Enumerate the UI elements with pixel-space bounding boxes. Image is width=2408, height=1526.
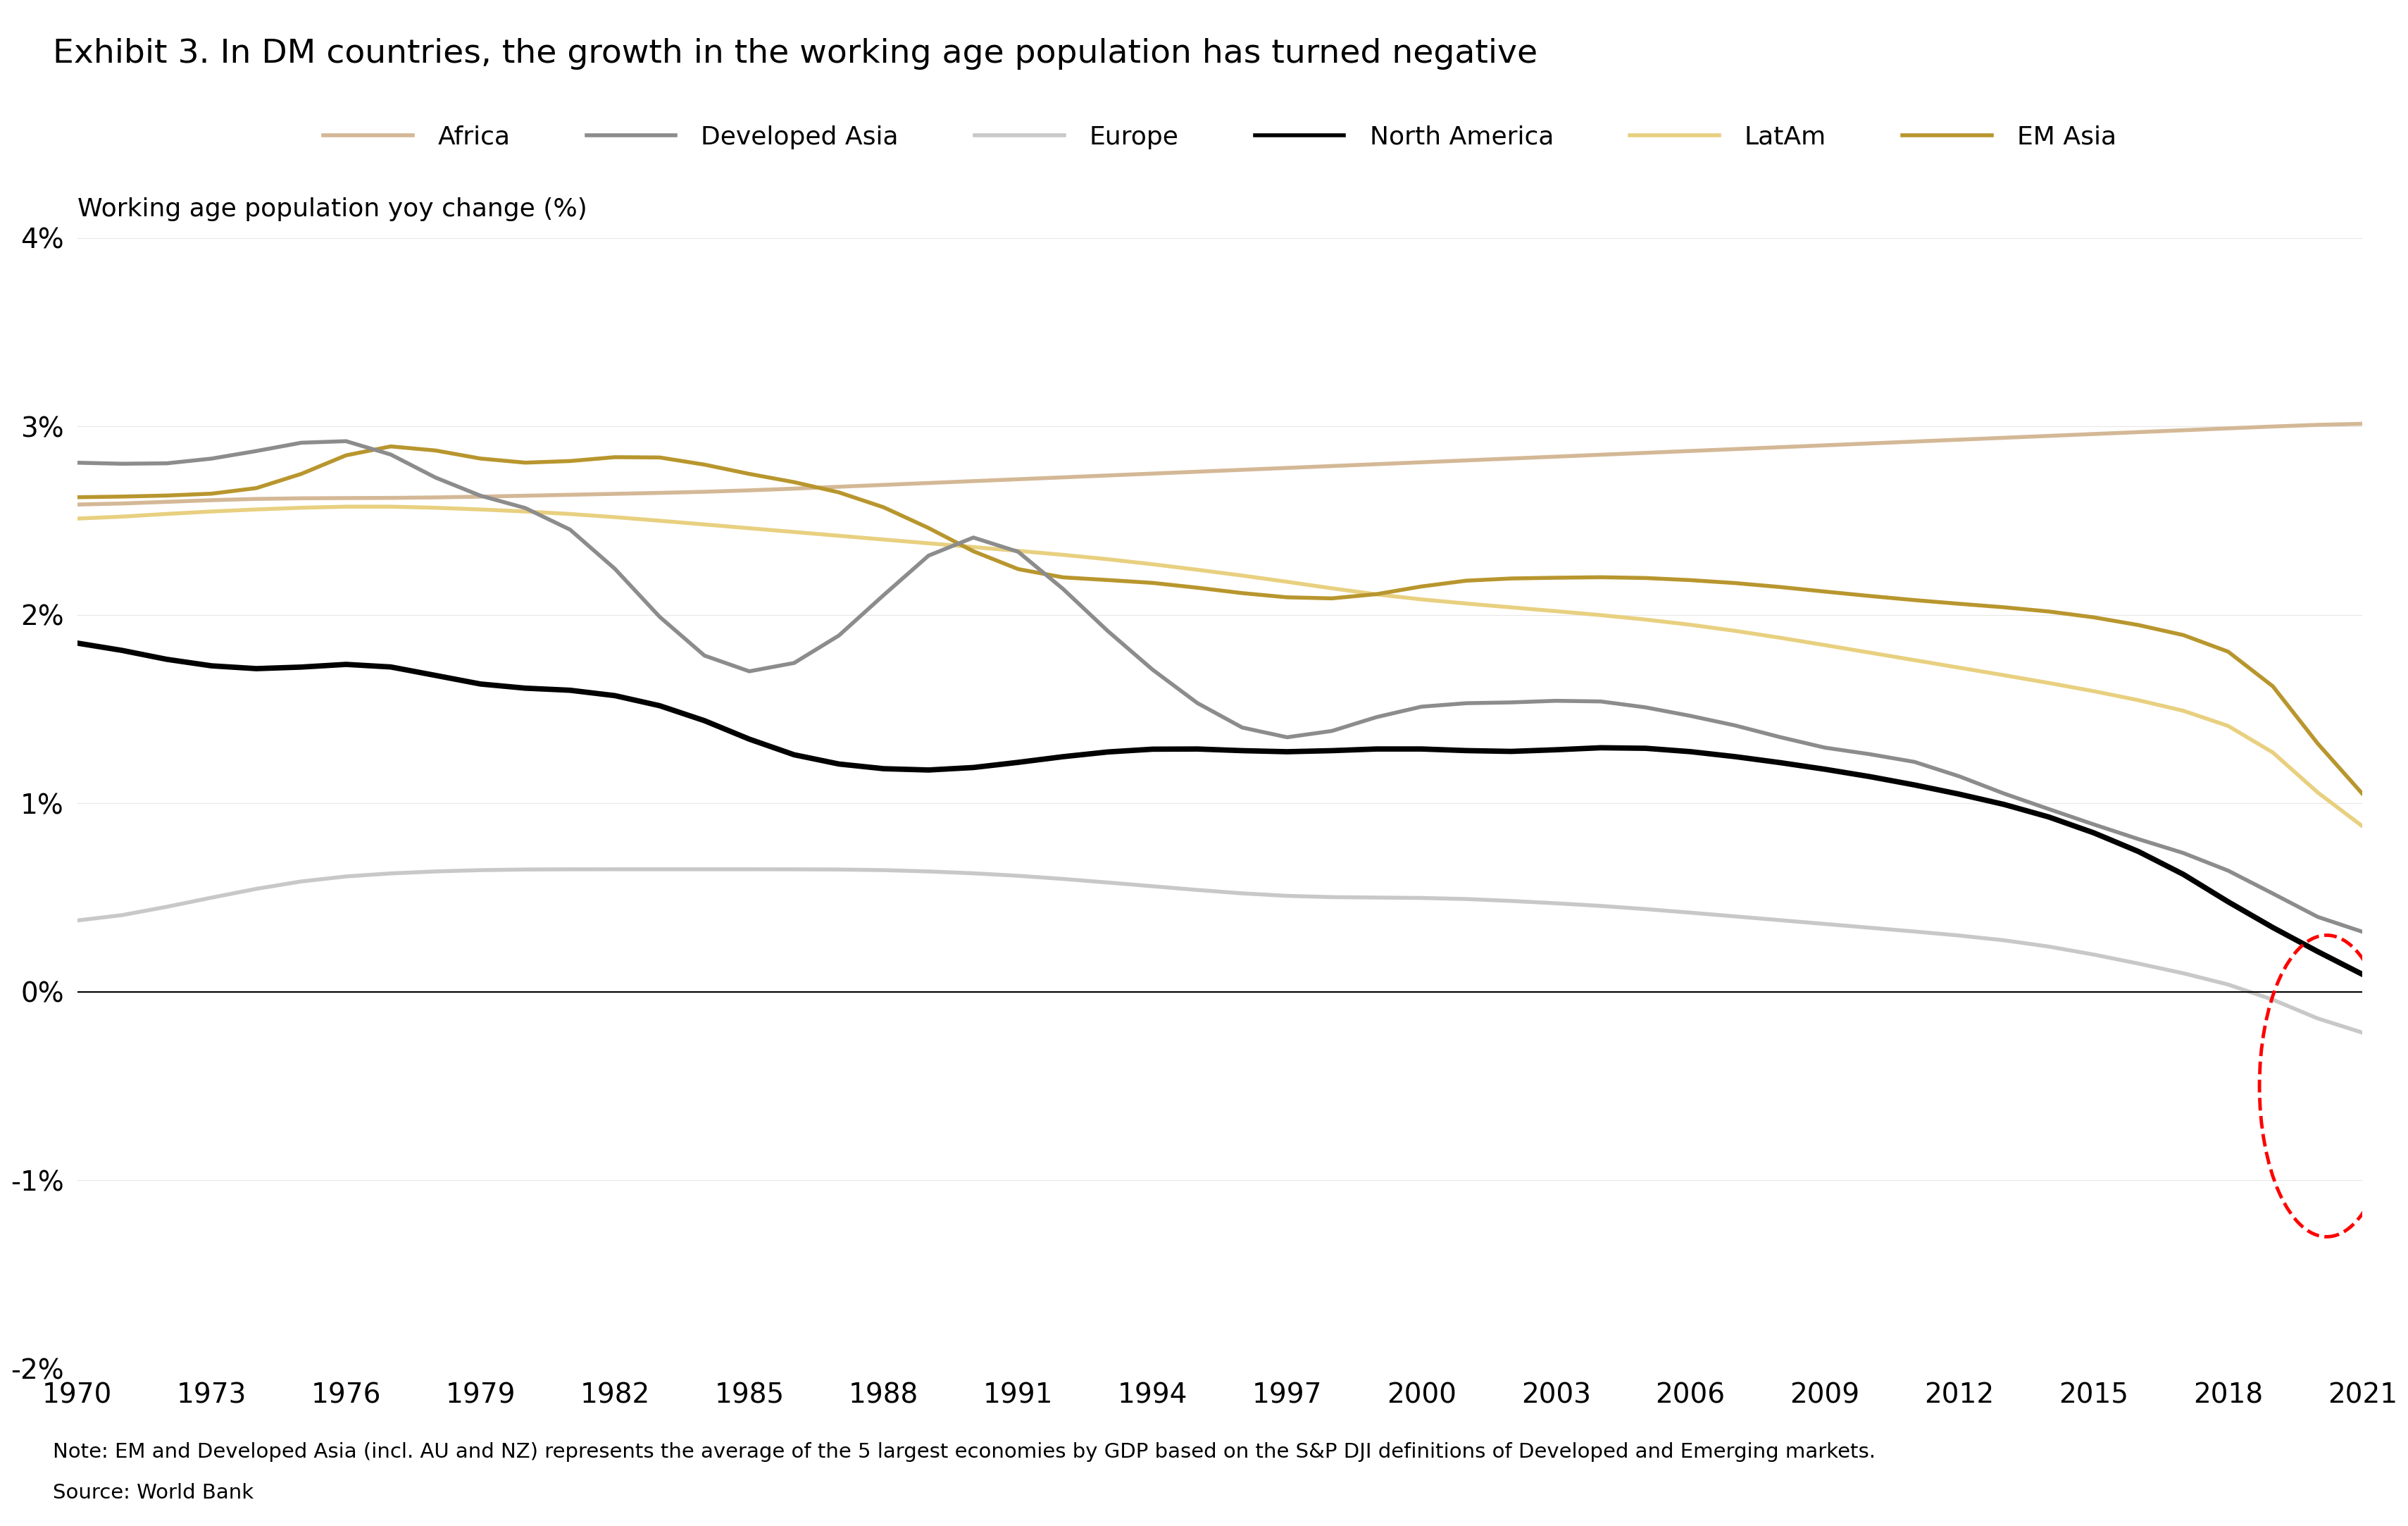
EM Asia <box>241 479 270 497</box>
North America <box>241 659 270 678</box>
Text: Exhibit 3. In DM countries, the growth in the working age population has turned : Exhibit 3. In DM countries, the growth i… <box>53 38 1539 70</box>
Developed Asia <box>1498 693 1527 711</box>
LatAm <box>1498 598 1527 617</box>
Europe <box>241 879 270 897</box>
EM Asia <box>1182 578 1211 597</box>
North America <box>869 760 898 778</box>
Line: Developed Asia: Developed Asia <box>77 441 2362 932</box>
EM Asia <box>915 519 944 537</box>
Africa <box>63 496 92 514</box>
Text: Source: World Bank: Source: World Bank <box>53 1483 253 1503</box>
Africa <box>1541 447 1570 465</box>
Developed Asia <box>1587 693 1616 711</box>
EM Asia <box>376 438 405 456</box>
EM Asia <box>2348 784 2377 803</box>
LatAm <box>1182 560 1211 578</box>
Europe <box>1587 897 1616 916</box>
Africa <box>2348 415 2377 433</box>
Developed Asia <box>332 432 361 450</box>
EM Asia <box>1587 568 1616 586</box>
Legend: Africa, Developed Asia, Europe, North America, LatAm, EM Asia: Africa, Developed Asia, Europe, North Am… <box>313 114 2126 159</box>
EM Asia <box>2213 642 2242 661</box>
EM Asia <box>63 488 92 507</box>
Text: Note: EM and Developed Asia (incl. AU and NZ) represents the average of the 5 la: Note: EM and Developed Asia (incl. AU an… <box>53 1442 1876 1462</box>
LatAm <box>2348 818 2377 836</box>
Developed Asia <box>241 443 270 461</box>
Line: EM Asia: EM Asia <box>77 447 2362 794</box>
Line: LatAm: LatAm <box>77 507 2362 827</box>
Africa <box>2170 421 2199 439</box>
Europe <box>1182 881 1211 899</box>
Developed Asia <box>1182 694 1211 713</box>
Line: Europe: Europe <box>77 870 2362 1033</box>
LatAm <box>1587 606 1616 624</box>
North America <box>1139 740 1168 758</box>
LatAm <box>241 501 270 519</box>
LatAm <box>63 510 92 528</box>
North America <box>63 633 92 652</box>
Europe <box>63 911 92 929</box>
Africa <box>241 490 270 508</box>
Europe <box>2213 975 2242 993</box>
Africa <box>1452 452 1481 470</box>
Text: Working age population yoy change (%): Working age population yoy change (%) <box>77 197 588 221</box>
North America <box>1541 740 1570 758</box>
Developed Asia <box>2348 923 2377 942</box>
Developed Asia <box>915 546 944 565</box>
Line: Africa: Africa <box>77 424 2362 505</box>
Africa <box>869 476 898 494</box>
North America <box>1452 742 1481 760</box>
Developed Asia <box>63 453 92 472</box>
Africa <box>1139 464 1168 482</box>
LatAm <box>332 497 361 516</box>
LatAm <box>915 534 944 552</box>
EM Asia <box>1498 569 1527 588</box>
Europe <box>645 861 674 879</box>
LatAm <box>2213 717 2242 736</box>
Europe <box>1498 891 1527 909</box>
Europe <box>915 862 944 881</box>
North America <box>2348 966 2377 984</box>
Line: North America: North America <box>77 642 2362 975</box>
Europe <box>2348 1024 2377 1042</box>
Developed Asia <box>2213 862 2242 881</box>
North America <box>2170 865 2199 884</box>
